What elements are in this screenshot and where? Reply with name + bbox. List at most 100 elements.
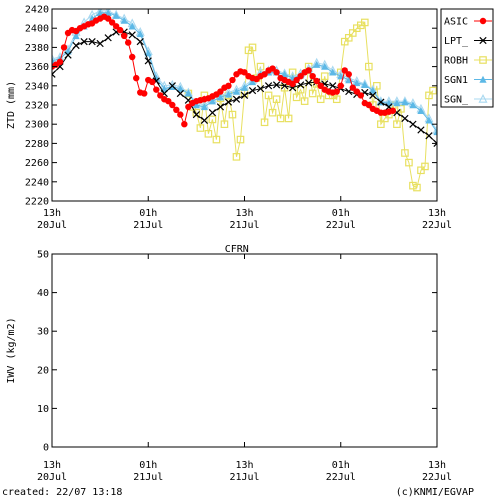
data-point [248, 86, 257, 95]
data-point [340, 37, 349, 46]
y-tick-label: 50 [37, 250, 49, 261]
legend-item: ROBH [444, 56, 492, 67]
x-tick-label-hour: 01h [139, 460, 157, 471]
x-tick-label-date: 21Jul [229, 472, 259, 483]
data-point [104, 34, 112, 42]
data-point [112, 11, 120, 19]
data-point [232, 95, 241, 103]
data-point [337, 82, 344, 90]
data-point [284, 114, 293, 123]
data-point [72, 41, 80, 50]
created-timestamp: created: 22/07 13:18 [2, 487, 123, 498]
data-point [425, 91, 433, 100]
data-point [401, 149, 409, 157]
data-point [192, 108, 201, 117]
data-point [289, 80, 296, 88]
y-tick-label: 40 [37, 288, 49, 299]
data-point [321, 62, 329, 70]
data-point [345, 71, 352, 78]
y-tick-label: 2240 [25, 177, 49, 188]
data-point [292, 93, 301, 102]
x-tick-label-hour: 01h [332, 208, 350, 219]
legend-marker [479, 17, 487, 25]
data-point [353, 88, 360, 95]
x-tick-label-hour: 13h [235, 460, 253, 471]
data-point [377, 98, 385, 106]
data-point [136, 30, 144, 38]
legend-label: ASIC [444, 17, 468, 28]
data-point [329, 82, 337, 90]
data-point [281, 70, 289, 78]
data-point [196, 124, 205, 132]
data-point [397, 105, 405, 113]
y-tick-label: 2420 [25, 5, 49, 16]
data-point [305, 67, 312, 74]
data-point [229, 76, 236, 84]
data-point [232, 87, 241, 95]
data-point [192, 101, 200, 109]
data-point [56, 58, 64, 65]
data-point [104, 15, 112, 22]
data-point [297, 73, 304, 80]
x-tick-label-hour: 13h [428, 208, 446, 219]
data-point [389, 107, 397, 114]
data-point [136, 38, 144, 46]
data-point [317, 82, 324, 90]
x-tick-label-date: 20Jul [37, 472, 67, 483]
data-point [176, 84, 184, 92]
data-point [220, 120, 229, 129]
data-point [269, 65, 276, 72]
data-point [264, 91, 273, 100]
data-point [417, 106, 425, 114]
data-point [353, 79, 361, 87]
data-point [433, 139, 437, 148]
y-axis-label: IWV (kg/m2) [6, 317, 17, 383]
data-point [409, 101, 417, 109]
data-point [200, 103, 208, 111]
data-point [429, 86, 437, 95]
legend-label: SGN_ [444, 95, 469, 106]
data-point [157, 92, 164, 99]
legend-box [440, 8, 494, 108]
data-point [268, 108, 277, 117]
y-tick-label: 10 [37, 404, 49, 415]
data-point [260, 118, 269, 127]
data-point [425, 132, 433, 140]
data-point [309, 73, 316, 80]
data-point [357, 92, 365, 99]
data-point [417, 166, 425, 175]
data-point [153, 86, 160, 93]
x-tick-label-hour: 13h [428, 460, 446, 471]
x-tick-label-date: 21Jul [133, 472, 163, 483]
data-point [365, 101, 373, 109]
copyright-credit: (c)KNMI/EGVAP [395, 487, 474, 498]
data-point [72, 32, 80, 40]
data-point [124, 39, 132, 46]
y-axis-label: ZTD (mm) [6, 81, 17, 129]
legend-marker [479, 75, 487, 83]
data-point [320, 72, 329, 81]
data-point [361, 18, 369, 27]
data-point [256, 62, 265, 71]
y-tick-label: 2320 [25, 101, 49, 112]
x-tick-label-hour: 13h [235, 208, 253, 219]
data-point [240, 91, 249, 100]
data-point [144, 57, 152, 65]
data-point [401, 98, 409, 106]
y-tick-label: 2360 [25, 62, 49, 73]
data-point [365, 62, 373, 71]
data-point [181, 121, 188, 128]
data-point [409, 120, 417, 128]
x-tick-label-date: 21Jul [133, 220, 163, 231]
data-point [248, 78, 257, 86]
data-point [169, 101, 176, 109]
data-point [369, 91, 377, 100]
data-point [149, 78, 156, 86]
data-point [232, 153, 241, 161]
y-tick-label: 2340 [25, 81, 49, 92]
legend-item: SGN1 [444, 75, 492, 86]
data-point [297, 81, 305, 89]
data-point [369, 86, 377, 94]
data-point [256, 85, 265, 93]
data-point [228, 110, 237, 119]
